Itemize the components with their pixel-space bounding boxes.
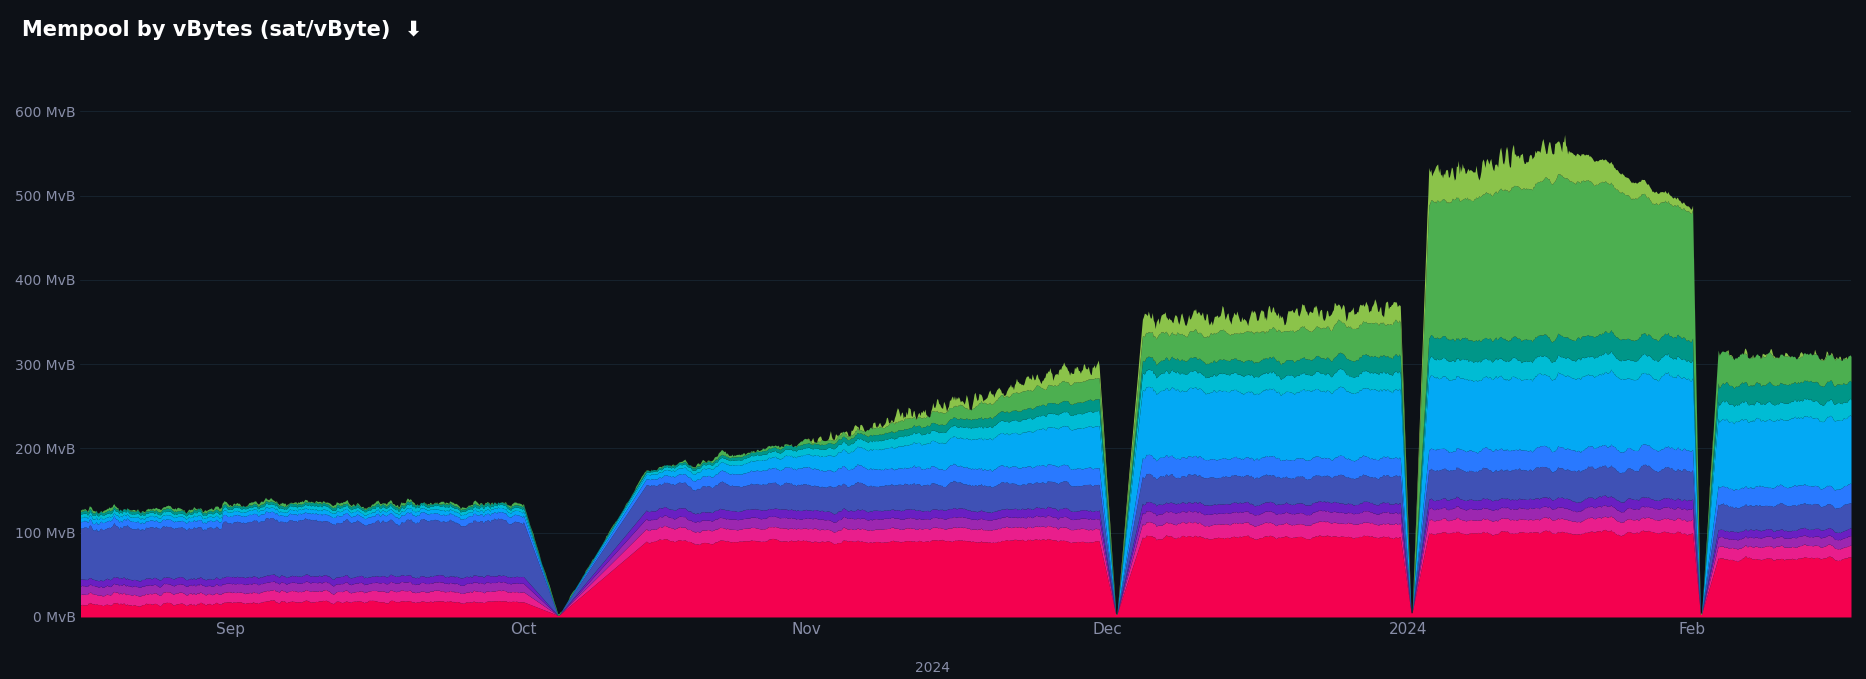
Text: Mempool by vBytes (sat/vByte)  ⬇: Mempool by vBytes (sat/vByte) ⬇ [22,20,424,40]
Text: 2024: 2024 [916,661,950,675]
